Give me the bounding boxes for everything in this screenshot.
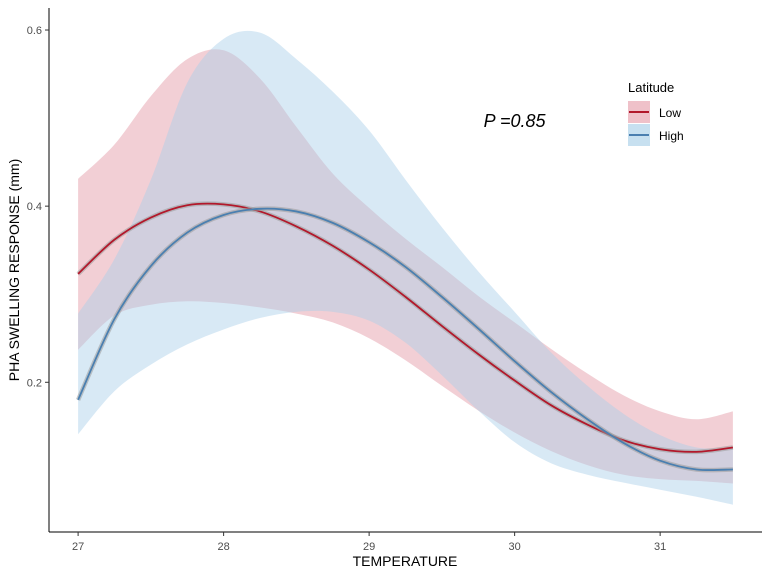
x-tick-label: 30 — [509, 541, 521, 553]
y-axis-title: PHA SWELLING RESPONSE (mm) — [6, 159, 22, 381]
legend-label-low: Low — [659, 106, 681, 120]
y-tick-label: 0.6 — [27, 25, 42, 37]
y-axis-ticks: 0.2 0.4 0.6 — [27, 25, 49, 389]
x-tick-label: 29 — [363, 541, 375, 553]
p-value-annotation: P =0.85 — [484, 111, 547, 131]
line-low — [77, 202, 734, 453]
x-axis-title: TEMPERATURE — [353, 553, 458, 569]
legend-item-low: Low — [628, 101, 681, 123]
legend-item-high: High — [628, 124, 684, 146]
legend-label-high: High — [659, 129, 684, 143]
x-axis-ticks: 27 28 29 30 31 — [72, 532, 666, 553]
legend-title: Latitude — [628, 80, 674, 95]
legend: Latitude Low High — [628, 80, 684, 146]
line-high — [77, 207, 733, 472]
y-tick-label: 0.2 — [27, 377, 42, 389]
series-lines — [76, 201, 734, 473]
x-tick-label: 28 — [217, 541, 229, 553]
y-tick-label: 0.4 — [27, 201, 42, 213]
x-tick-label: 27 — [72, 541, 84, 553]
x-tick-label: 31 — [654, 541, 666, 553]
